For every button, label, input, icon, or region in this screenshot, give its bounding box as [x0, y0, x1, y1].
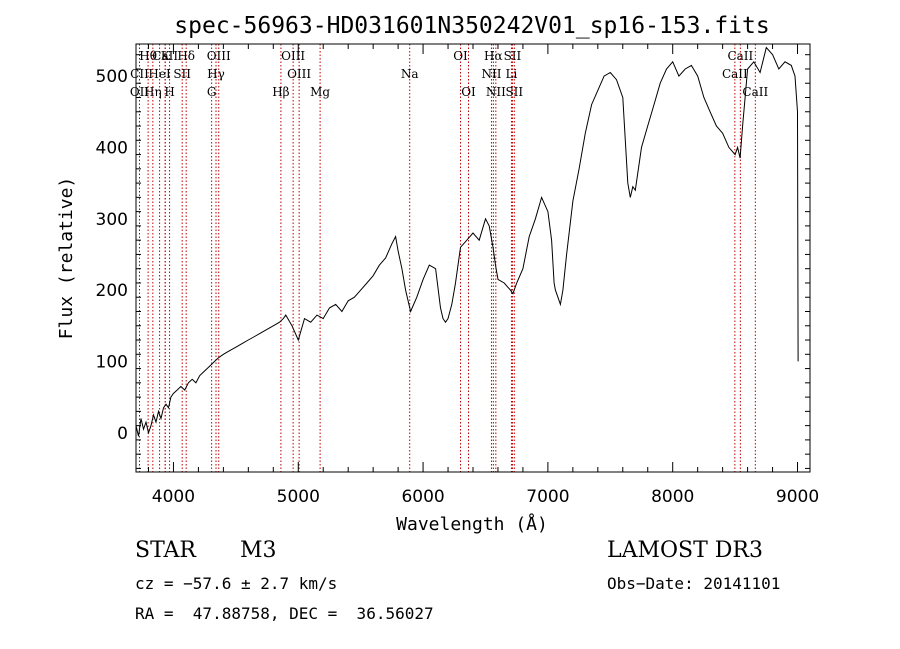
line-marker-label-3: Hδ [177, 49, 195, 63]
line-markers [138, 44, 756, 472]
line-marker-label-28: CaII [742, 85, 768, 99]
survey-name: LAMOST DR3 [607, 538, 763, 563]
line-marker-label-10: CII [130, 67, 149, 81]
line-marker-label-27: SII [505, 85, 523, 99]
object-class: STAR [135, 538, 196, 563]
line-marker-label-11: HeI [148, 67, 171, 81]
line-marker-label-1: CaII [152, 49, 178, 63]
line-marker-label-14: OIII [287, 67, 311, 81]
x-axis-label: Wavelength (Å) [396, 513, 548, 535]
y-tick-label-100: 100 [96, 352, 128, 372]
line-marker-label-13: Hγ [207, 67, 225, 81]
line-marker-label-16: NII [481, 67, 501, 81]
x-tick-label-8000: 8000 [651, 487, 694, 507]
line-marker-label-6: OI [453, 49, 468, 63]
line-marker-label-24: Mg [310, 85, 330, 99]
observation-date: Obs−Date: 20141101 [607, 574, 781, 593]
line-marker-label-9: CaII [727, 49, 753, 63]
line-marker-label-15: Na [401, 67, 419, 81]
object-subclass: M3 [240, 538, 277, 563]
chart-title: spec-56963-HD031601N350242V01_sp16-153.f… [174, 13, 769, 39]
y-tick-label-0: 0 [117, 424, 128, 444]
line-marker-label-2: K [161, 49, 171, 63]
x-axis-ticks: 4000 5000 6000 7000 8000 9000 [147, 44, 819, 507]
line-marker-label-19: OII [130, 85, 150, 99]
y-tick-label-200: 200 [96, 281, 128, 301]
line-marker-label-20: Hη [144, 85, 162, 99]
spectrum-line [135, 46, 799, 437]
line-marker-label-22: G [207, 85, 217, 99]
redshift-value: cz = −57.6 ± 2.7 km/s [135, 574, 338, 593]
line-marker-label-0: Hθ [139, 49, 157, 63]
line-marker-label-4: OIII [207, 49, 231, 63]
x-tick-label-4000: 4000 [152, 487, 195, 507]
y-axis-label: Flux (relative) [56, 177, 77, 340]
line-marker-label-25: OI [461, 85, 476, 99]
line-marker-label-7: Hα [484, 49, 503, 63]
x-tick-label-6000: 6000 [401, 487, 444, 507]
x-tick-label-5000: 5000 [277, 487, 320, 507]
coordinates: RA = 47.88758, DEC = 36.56027 [135, 604, 434, 623]
line-marker-label-8: SII [504, 49, 522, 63]
line-marker-label-21: H [164, 85, 174, 99]
line-marker-label-26: NII [486, 85, 506, 99]
y-tick-label-400: 400 [96, 138, 128, 158]
line-marker-label-5: OIII [281, 49, 305, 63]
line-marker-label-17: Li [506, 67, 518, 81]
line-marker-label-12: SII [173, 67, 191, 81]
x-tick-label-9000: 9000 [776, 487, 819, 507]
line-marker-label-23: Hβ [272, 85, 289, 99]
x-tick-label-7000: 7000 [526, 487, 569, 507]
y-tick-label-500: 500 [96, 67, 128, 87]
y-axis-ticks: 0 100 200 300 400 500 [96, 54, 810, 469]
line-marker-label-18: CaII [722, 67, 748, 81]
y-tick-label-300: 300 [96, 210, 128, 230]
